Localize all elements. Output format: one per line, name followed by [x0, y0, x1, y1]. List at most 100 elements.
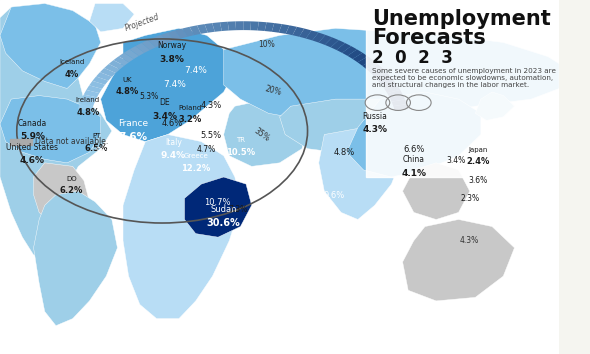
Text: 4.6%: 4.6%	[20, 156, 45, 165]
Text: 4.1%: 4.1%	[401, 169, 427, 177]
Text: 4.8%: 4.8%	[116, 87, 139, 96]
Polygon shape	[476, 92, 514, 120]
Text: 7.4%: 7.4%	[163, 80, 186, 89]
Polygon shape	[185, 177, 251, 237]
Polygon shape	[378, 76, 394, 85]
Bar	[10, 139, 32, 145]
Polygon shape	[124, 49, 139, 59]
Polygon shape	[371, 68, 386, 77]
Polygon shape	[385, 85, 400, 93]
Text: Greece: Greece	[183, 153, 208, 159]
Text: 7.3%: 7.3%	[228, 205, 247, 214]
Text: 4.6%: 4.6%	[162, 119, 183, 128]
Polygon shape	[175, 29, 187, 39]
Polygon shape	[312, 33, 326, 42]
Polygon shape	[142, 40, 156, 50]
Polygon shape	[109, 60, 124, 69]
Polygon shape	[362, 60, 378, 69]
Polygon shape	[93, 76, 109, 85]
Polygon shape	[358, 56, 373, 66]
Polygon shape	[113, 56, 129, 66]
Text: 7.4%: 7.4%	[184, 65, 207, 75]
Polygon shape	[130, 46, 145, 56]
Text: Ireland: Ireland	[76, 97, 100, 103]
Text: 10.5%: 10.5%	[226, 148, 255, 156]
Text: 30.6%: 30.6%	[207, 218, 241, 228]
Text: United States: United States	[6, 143, 58, 152]
Text: 3.2%: 3.2%	[179, 115, 202, 124]
Polygon shape	[148, 38, 162, 47]
Text: Italy: Italy	[165, 138, 182, 147]
Text: 2.3%: 2.3%	[460, 194, 479, 204]
Text: Some severe causes of unemployment in 2023 are
expected to be economic slowdowns: Some severe causes of unemployment in 20…	[372, 68, 556, 88]
Text: 3.8%: 3.8%	[160, 55, 185, 63]
Polygon shape	[189, 25, 201, 35]
Polygon shape	[394, 104, 408, 110]
Text: 6.6%: 6.6%	[403, 145, 424, 154]
Polygon shape	[299, 29, 312, 39]
Polygon shape	[243, 21, 251, 30]
Polygon shape	[0, 4, 112, 262]
Polygon shape	[382, 81, 397, 89]
Text: Sudan: Sudan	[211, 205, 237, 214]
Text: PT: PT	[92, 133, 100, 139]
Text: 4.8%: 4.8%	[333, 148, 355, 158]
Text: 4.3%: 4.3%	[460, 236, 479, 245]
Text: 6.5%: 6.5%	[84, 144, 108, 153]
Text: Japan: Japan	[468, 147, 488, 153]
Text: 35%: 35%	[253, 127, 272, 144]
Text: 2  0  2  3: 2 0 2 3	[372, 49, 453, 67]
Text: Data not available.: Data not available.	[35, 137, 108, 146]
Text: 10%: 10%	[258, 40, 275, 49]
Text: France: France	[118, 119, 148, 128]
Text: 3.4%: 3.4%	[152, 112, 178, 120]
Text: 5.5%: 5.5%	[201, 131, 222, 140]
Polygon shape	[96, 72, 112, 81]
Polygon shape	[348, 49, 362, 59]
Polygon shape	[119, 53, 134, 62]
Polygon shape	[100, 68, 116, 77]
Text: 20%: 20%	[264, 84, 283, 97]
Polygon shape	[375, 72, 391, 81]
Text: 9.6%: 9.6%	[324, 191, 345, 200]
Polygon shape	[258, 22, 267, 31]
Polygon shape	[389, 95, 405, 102]
Polygon shape	[123, 135, 241, 319]
Text: 12.2%: 12.2%	[181, 164, 211, 172]
Text: 4.8%: 4.8%	[76, 108, 100, 116]
Bar	[366, 0, 559, 177]
Polygon shape	[78, 104, 93, 110]
Text: 4.3%: 4.3%	[201, 101, 222, 110]
Text: 4.3%: 4.3%	[362, 125, 387, 134]
Polygon shape	[84, 90, 99, 97]
Text: 3.6%: 3.6%	[468, 176, 488, 185]
Polygon shape	[286, 25, 297, 35]
Text: TR: TR	[236, 137, 245, 143]
Polygon shape	[86, 85, 102, 93]
Text: Iceland: Iceland	[59, 59, 84, 65]
Polygon shape	[250, 21, 259, 30]
Polygon shape	[366, 64, 382, 73]
Polygon shape	[197, 24, 208, 34]
Polygon shape	[342, 46, 357, 56]
Polygon shape	[205, 23, 215, 33]
Polygon shape	[353, 53, 368, 62]
Polygon shape	[280, 99, 402, 152]
Text: 6.2%: 6.2%	[60, 186, 83, 195]
Text: Forecasts: Forecasts	[372, 28, 486, 48]
Polygon shape	[272, 23, 282, 33]
Text: 10.7%: 10.7%	[204, 198, 230, 207]
Polygon shape	[228, 21, 236, 30]
Text: Spain: Spain	[96, 148, 119, 156]
Polygon shape	[0, 96, 101, 163]
Text: Norway: Norway	[158, 41, 187, 50]
Polygon shape	[34, 163, 90, 230]
Text: 12.3%: 12.3%	[90, 161, 124, 171]
Text: Poland: Poland	[179, 105, 202, 111]
Polygon shape	[392, 99, 407, 106]
Polygon shape	[0, 4, 101, 88]
Polygon shape	[224, 28, 559, 124]
Polygon shape	[104, 64, 120, 73]
Text: China: China	[403, 155, 425, 164]
Polygon shape	[319, 35, 332, 45]
